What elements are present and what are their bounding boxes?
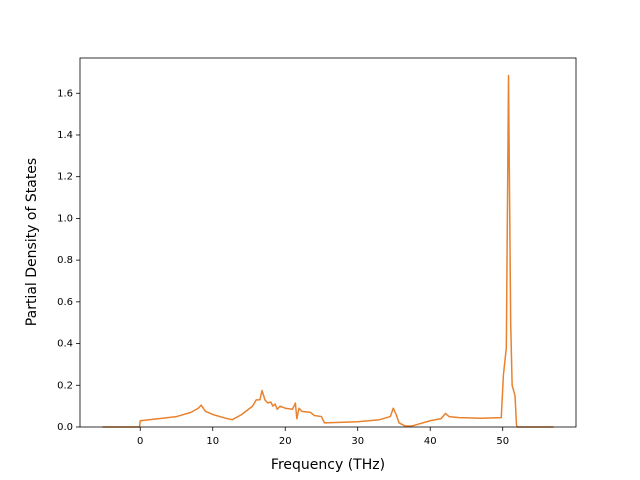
x-tick-label: 20 [279,436,292,447]
y-tick-label: 0.0 [57,422,73,433]
y-tick-label: 1.6 [57,88,73,99]
x-tick-label: 40 [424,436,437,447]
y-tick-label: 0.6 [57,297,73,308]
y-tick-label: 0.2 [57,380,73,391]
line [102,74,554,428]
y-tick-label: 1.0 [57,213,73,224]
x-axis-label: Frequency (THz) [271,457,385,473]
x-tick-label: 0 [137,436,143,447]
y-tick-label: 0.4 [57,339,73,350]
x-tick-label: 30 [351,436,364,447]
y-tick-label: 0.8 [57,255,73,266]
y-axis-label: Partial Density of States [24,158,40,326]
x-tick-label: 10 [206,436,219,447]
y-tick-label: 1.4 [57,130,73,141]
y-tick-label: 1.2 [57,172,73,183]
plot-frame [79,57,577,428]
x-tick-label: 50 [496,436,509,447]
